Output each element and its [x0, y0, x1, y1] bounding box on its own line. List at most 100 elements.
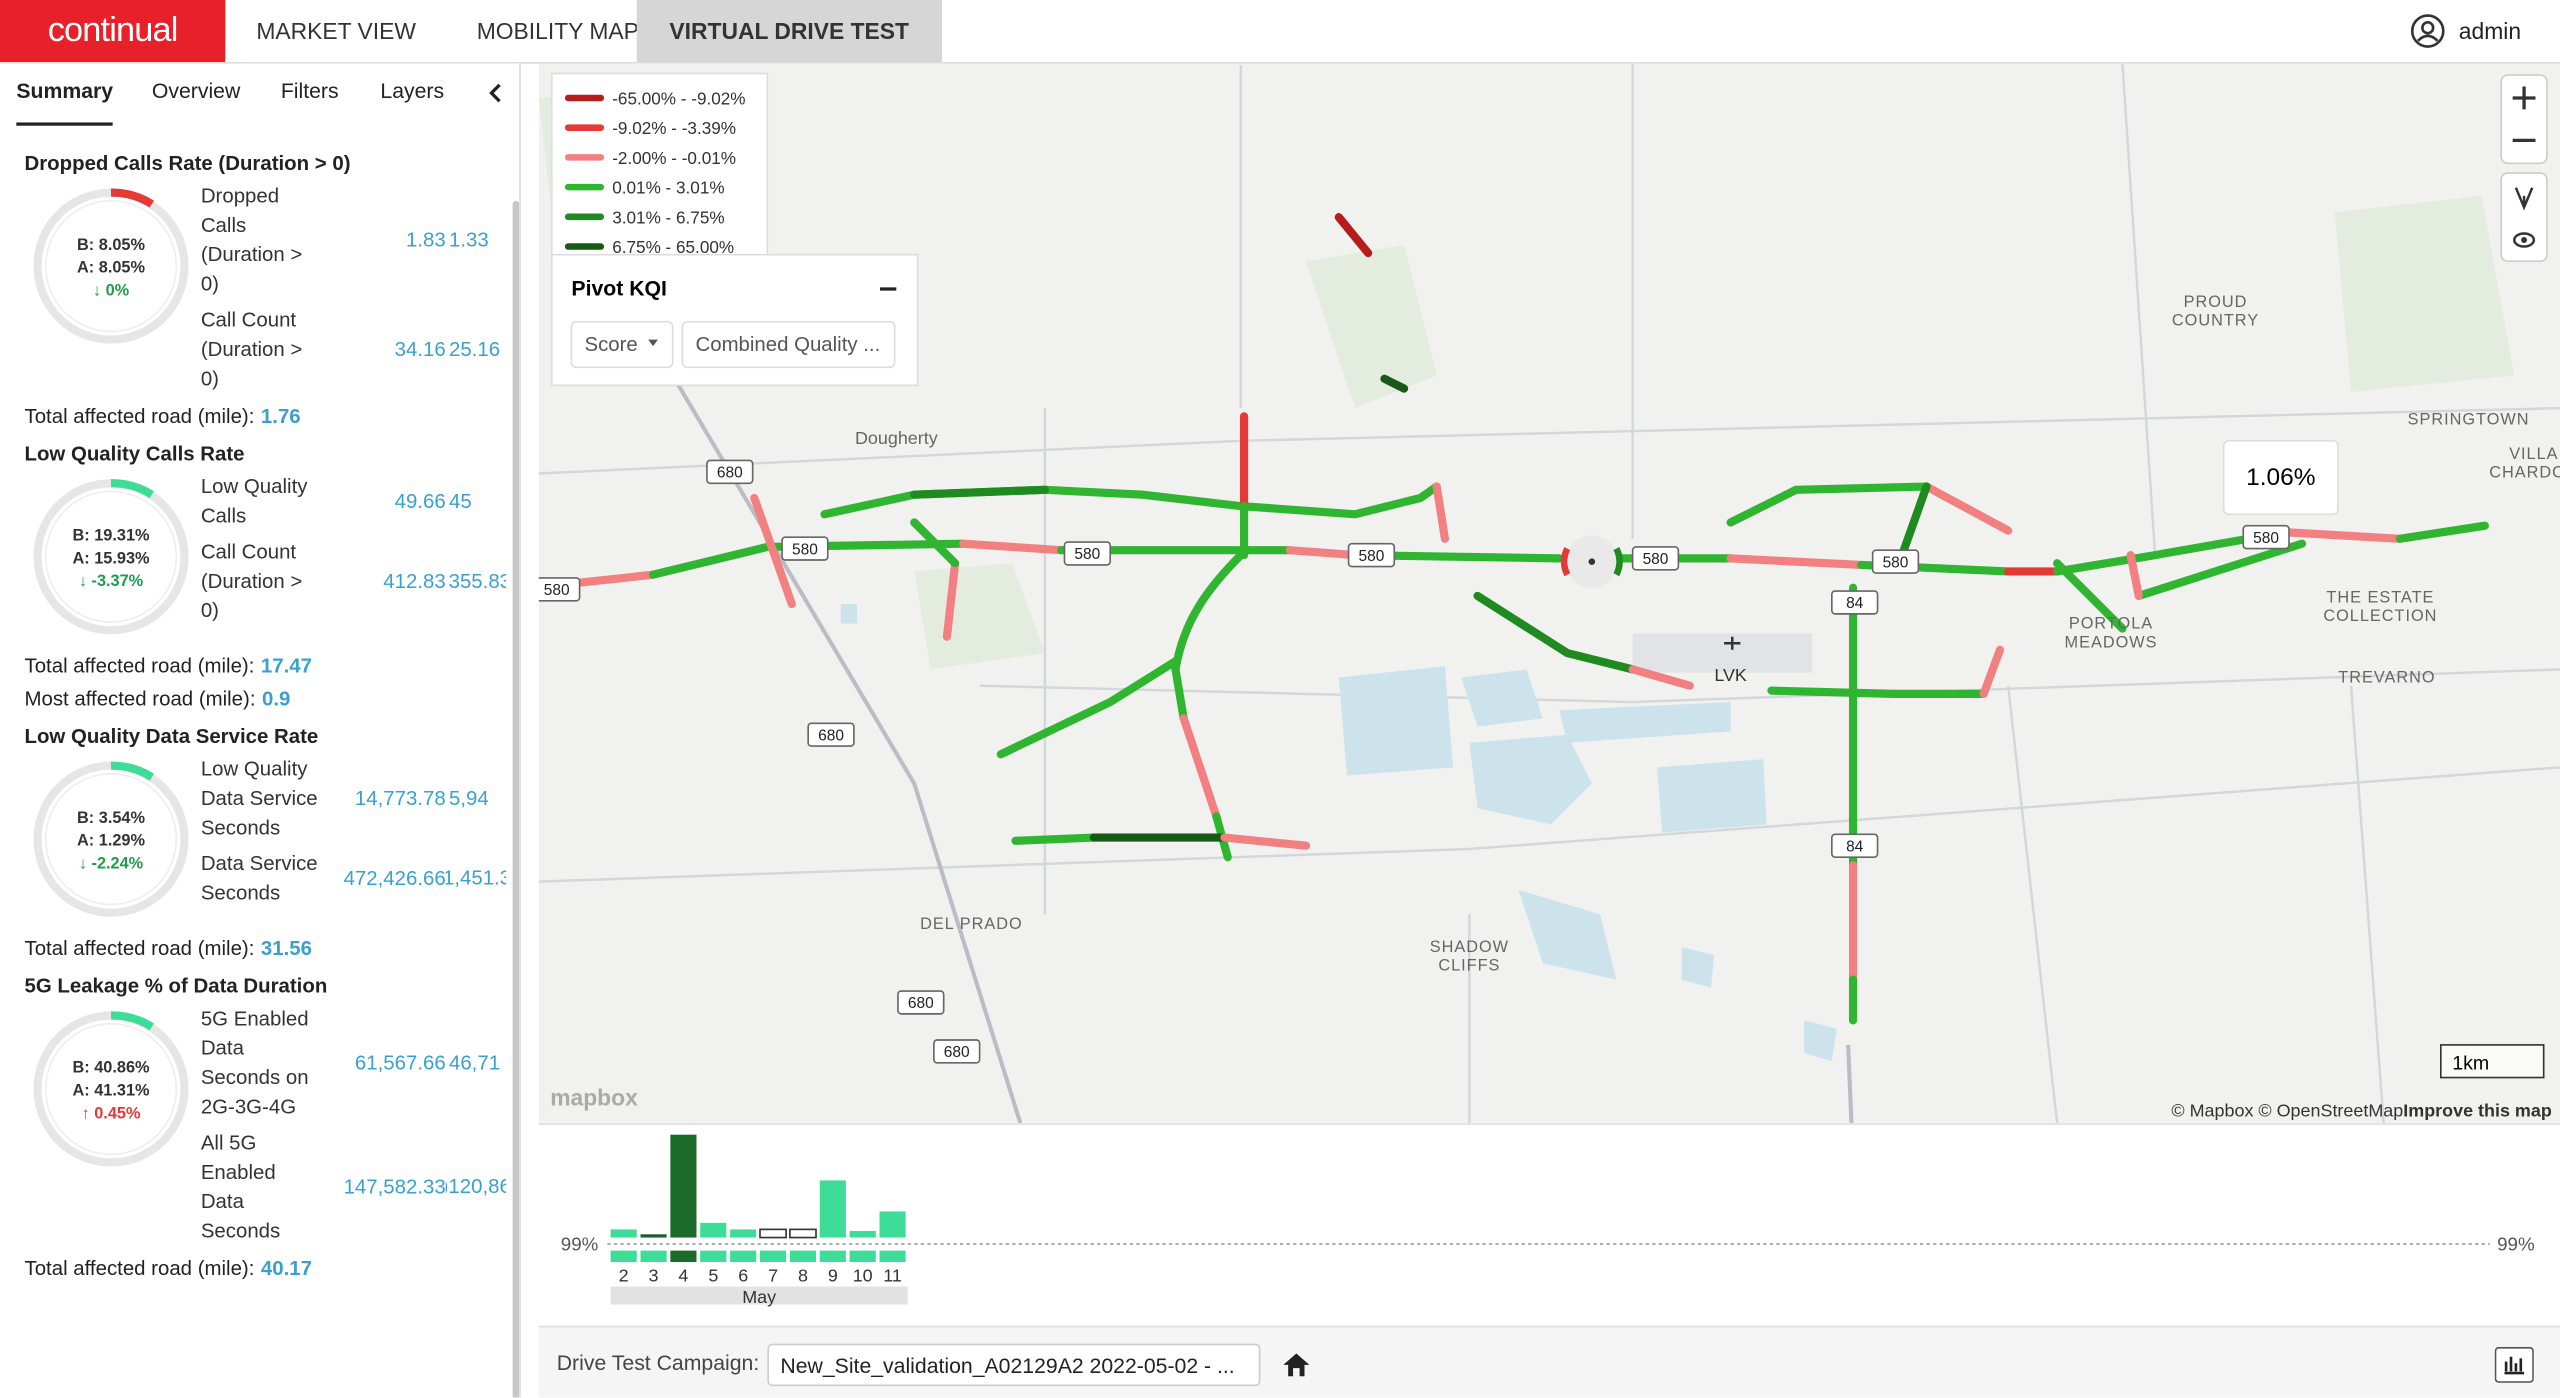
section-body: B: 19.31% A: 15.93% ↓ -3.37% Low Quality Ca…: [24, 472, 506, 650]
row-before: 49.66: [394, 489, 446, 513]
place-label: CLIFFS: [1438, 957, 1500, 975]
metric-row: Call Count (Duration > 0) 412.83 355.83: [201, 537, 506, 625]
metric-rows: Dropped Calls (Duration > 0) 1.83 1.33 Call…: [201, 181, 506, 400]
metric-row: 5G Enabled Data Seconds on 2G-3G-4G 61,56…: [201, 1004, 506, 1122]
improve-link[interactable]: Improve this map: [2403, 1101, 2552, 1121]
lakes: [840, 604, 1837, 1062]
shield: [897, 990, 945, 1015]
bar: [670, 1134, 697, 1238]
sidebar-tab[interactable]: Overview: [151, 78, 241, 103]
freeway-680: [675, 382, 1023, 1124]
scrollbar[interactable]: [512, 200, 520, 1398]
bar: [819, 1180, 846, 1238]
row-before: 1.83: [405, 228, 446, 252]
shield: [933, 1039, 981, 1064]
metric-section: Low Quality Data Service Rate B: 3.54% A: …: [0, 725, 506, 965]
shields: 680 580 580 580 580 580 580 580 680 680 680 84 84: [538, 459, 2290, 1064]
place-label: THE ESTATE: [2326, 588, 2434, 606]
bar: [879, 1211, 906, 1238]
shield-label: 680: [944, 1044, 970, 1061]
tooltip-value: 1.06%: [2246, 464, 2315, 491]
day-label: 6: [738, 1266, 748, 1286]
campaign-label: Drive Test Campaign:: [556, 1350, 760, 1375]
metric-row: All 5G Enabled Data Seconds 147,582.33 120…: [201, 1128, 506, 1246]
gauge-chart: B: 8.05% A: 8.05% ↓ 0%: [33, 188, 189, 344]
logo[interactable]: continual: [0, 0, 226, 63]
site-marker[interactable]: [1560, 535, 1623, 588]
section-body: B: 8.05% A: 8.05% ↓ 0% Dropped Calls (Durat…: [24, 181, 506, 400]
shield: [781, 536, 829, 561]
gauge-delta: ↑ 0.45%: [82, 1104, 141, 1122]
sidebar-tab[interactable]: Filters: [280, 78, 339, 103]
row-label: Call Count (Duration > 0): [200, 540, 303, 623]
mapbox-logo[interactable]: mapbox: [550, 1084, 638, 1110]
home-icon[interactable]: [1283, 1353, 1310, 1377]
row-label: Low Quality Calls: [200, 475, 308, 528]
bar: [730, 1229, 757, 1238]
section-title: Low Quality Calls Rate: [24, 442, 245, 466]
gauge-delta: ↓ -3.37%: [79, 572, 144, 590]
user-icon[interactable]: [2410, 13, 2446, 49]
campaign-select[interactable]: New_Site_validation_A02129A2 2022-05-02 …: [767, 1343, 1261, 1387]
place-label: SHADOW: [1430, 938, 1509, 956]
metric-rows: Low Quality Calls 49.66 45 Call Count (Dura…: [201, 472, 506, 650]
bar-strip: [730, 1250, 757, 1263]
bar-strip: [670, 1250, 697, 1263]
gauge-a: A: 15.93%: [72, 549, 150, 567]
user-name[interactable]: admin: [2458, 17, 2522, 45]
day-label: 3: [649, 1266, 659, 1286]
nav-tab[interactable]: VIRTUAL DRIVE TEST: [636, 0, 942, 63]
shield-label: 84: [1846, 595, 1864, 612]
gauge-chart: B: 3.54% A: 1.29% ↓ -2.24%: [33, 761, 189, 917]
gauge-b: B: 8.05%: [77, 236, 145, 254]
row-after: 120,86(: [446, 1175, 506, 1199]
gauge-arc: [110, 1011, 155, 1031]
shield: [1063, 541, 1112, 566]
reference-label: 99%: [2497, 1234, 2535, 1255]
shield: [2242, 524, 2290, 550]
place-label: LVK: [1714, 665, 1747, 685]
place-label: COUNTRY: [2172, 312, 2259, 330]
attribution[interactable]: © Mapbox © OpenStreetMap: [2171, 1101, 2403, 1121]
nav-tab[interactable]: MARKET VIEW: [256, 17, 416, 45]
day-label: 5: [708, 1266, 718, 1286]
day-label: 11: [883, 1266, 902, 1286]
row-after: 1.33: [448, 228, 489, 252]
nav-tab[interactable]: MOBILITY MAP: [476, 17, 639, 45]
scale-box: [2439, 1044, 2545, 1079]
metric-row: Low Quality Data Service Seconds 14,773.7…: [201, 754, 506, 842]
metric-select[interactable]: [681, 320, 896, 369]
total-value: 17.47: [260, 654, 312, 678]
gauge: B: 8.05% A: 8.05% ↓ 0%: [24, 181, 200, 400]
shield: [706, 459, 754, 485]
bar-strip: [640, 1250, 667, 1263]
row-before: 61,567.66: [354, 1051, 446, 1075]
zoom-controls[interactable]: [2500, 74, 2548, 263]
metric-label[interactable]: Combined Quality ...: [696, 334, 881, 356]
row-label: Low Quality Data Service Seconds: [200, 757, 318, 840]
shield: [807, 722, 855, 747]
row-before: 34.16: [394, 337, 446, 361]
chart-toggle[interactable]: [2494, 1346, 2534, 1383]
sidebar: Dropped Calls Rate (Duration > 0) B: 8.05…: [0, 63, 521, 1398]
row-after: 355.83: [448, 569, 507, 593]
month-label: May: [742, 1287, 776, 1307]
total-value: 40.17: [260, 1257, 312, 1280]
collapse-icon[interactable]: [487, 83, 507, 103]
place-label: CHARDON: [2489, 464, 2560, 482]
score-select[interactable]: [570, 320, 674, 369]
gauge-b: B: 3.54%: [77, 809, 145, 827]
gauge-a: A: 41.31%: [72, 1082, 150, 1100]
legend-label: 3.01% - 6.75%: [612, 207, 724, 227]
row-label: Call Count (Duration > 0): [200, 308, 303, 391]
place-label: COLLECTION: [2323, 607, 2437, 625]
gauge-inner: [44, 1022, 178, 1156]
shield-label: 580: [2253, 530, 2279, 547]
place-label: PROUD: [2184, 293, 2248, 311]
total-row: Most affected road (mile): 0.9: [24, 682, 506, 715]
score-label[interactable]: Score: [584, 334, 637, 356]
sidebar-tab[interactable]: Summary: [16, 64, 114, 126]
sidebar-tab[interactable]: Layers: [380, 78, 445, 103]
